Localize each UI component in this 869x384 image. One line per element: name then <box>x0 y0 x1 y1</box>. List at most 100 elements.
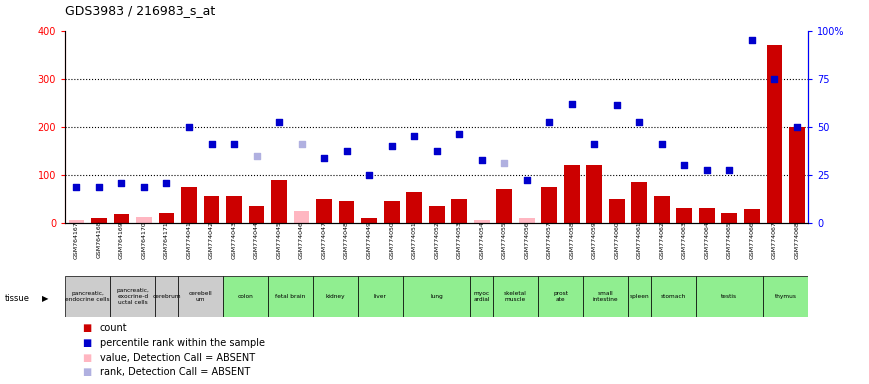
Text: GSM774067: GSM774067 <box>772 221 777 259</box>
Point <box>204 141 218 147</box>
Bar <box>493 276 538 317</box>
Bar <box>541 187 557 223</box>
Text: GSM774068: GSM774068 <box>794 221 799 258</box>
Text: small
intestine: small intestine <box>593 291 619 302</box>
Point <box>610 102 624 108</box>
Text: pancreatic,
exocrine-d
uctal cells: pancreatic, exocrine-d uctal cells <box>116 288 149 305</box>
Point <box>92 184 106 190</box>
Bar <box>654 196 670 223</box>
Text: testis: testis <box>721 294 738 299</box>
Text: spleen: spleen <box>629 294 649 299</box>
Bar <box>763 276 808 317</box>
Text: GSM774045: GSM774045 <box>276 221 282 259</box>
Point <box>249 152 263 159</box>
Bar <box>203 196 219 223</box>
Point <box>137 184 151 190</box>
Text: GSM764167: GSM764167 <box>74 221 79 258</box>
Text: pancreatic,
endocrine cells: pancreatic, endocrine cells <box>65 291 110 302</box>
Text: kidney: kidney <box>326 294 345 299</box>
Text: GSM774050: GSM774050 <box>389 221 395 258</box>
Point <box>317 155 331 161</box>
Text: GSM764171: GSM764171 <box>164 221 169 258</box>
Point <box>745 37 759 43</box>
Bar <box>156 276 178 317</box>
Bar <box>632 182 647 223</box>
Text: cerebrum: cerebrum <box>152 294 181 299</box>
Text: count: count <box>100 323 128 333</box>
Text: ▶: ▶ <box>42 294 48 303</box>
Text: GSM774049: GSM774049 <box>367 221 372 259</box>
Text: rank, Detection Call = ABSENT: rank, Detection Call = ABSENT <box>100 367 250 377</box>
Point <box>655 141 669 147</box>
Bar <box>609 199 625 223</box>
Text: GSM774052: GSM774052 <box>434 221 439 259</box>
Bar <box>249 206 264 223</box>
Text: GSM774053: GSM774053 <box>457 221 461 259</box>
Text: GSM774055: GSM774055 <box>501 221 507 258</box>
Bar <box>91 218 107 223</box>
Bar <box>271 180 287 223</box>
Bar <box>628 276 651 317</box>
Point <box>385 143 399 149</box>
Text: ■: ■ <box>83 338 92 348</box>
Point <box>633 119 647 125</box>
Text: GSM774059: GSM774059 <box>592 221 597 259</box>
Text: GSM774047: GSM774047 <box>322 221 327 259</box>
Point <box>115 180 129 187</box>
Text: cerebell
um: cerebell um <box>189 291 212 302</box>
Point <box>430 148 444 154</box>
Point <box>160 180 174 187</box>
Point <box>70 184 83 190</box>
Point <box>790 124 804 130</box>
Bar <box>789 127 805 223</box>
Text: GSM774042: GSM774042 <box>209 221 214 259</box>
Text: thymus: thymus <box>774 294 797 299</box>
Point <box>474 157 488 164</box>
Text: lung: lung <box>430 294 443 299</box>
Text: GSM774060: GSM774060 <box>614 221 620 258</box>
Text: GSM774051: GSM774051 <box>412 221 416 258</box>
Bar <box>114 214 129 223</box>
Text: skeletal
muscle: skeletal muscle <box>504 291 527 302</box>
Text: GSM774046: GSM774046 <box>299 221 304 259</box>
Text: GSM774062: GSM774062 <box>660 221 664 259</box>
Bar <box>65 276 110 317</box>
Bar <box>362 218 377 223</box>
Bar <box>69 220 84 223</box>
Bar <box>136 217 152 223</box>
Bar <box>564 165 580 223</box>
Bar <box>339 201 355 223</box>
Point <box>587 141 601 147</box>
Point <box>700 167 713 173</box>
Point <box>408 133 421 139</box>
Bar <box>699 208 714 223</box>
Bar <box>384 201 400 223</box>
Bar <box>695 276 763 317</box>
Bar <box>316 199 332 223</box>
Point <box>722 167 736 173</box>
Bar <box>268 276 313 317</box>
Bar <box>766 45 782 223</box>
Point <box>678 162 692 168</box>
Bar <box>178 276 222 317</box>
Bar <box>744 209 760 223</box>
Text: GSM774064: GSM774064 <box>705 221 709 259</box>
Bar <box>496 189 512 223</box>
Point <box>182 124 196 130</box>
Bar <box>676 208 693 223</box>
Text: GDS3983 / 216983_s_at: GDS3983 / 216983_s_at <box>65 4 216 17</box>
Bar <box>721 213 737 223</box>
Text: GSM764168: GSM764168 <box>96 221 102 258</box>
Bar <box>519 218 534 223</box>
Bar <box>428 206 445 223</box>
Bar <box>651 276 695 317</box>
Text: GSM774058: GSM774058 <box>569 221 574 258</box>
Text: GSM774056: GSM774056 <box>524 221 529 258</box>
Text: ■: ■ <box>83 323 92 333</box>
Bar <box>159 213 175 223</box>
Text: GSM774041: GSM774041 <box>187 221 191 259</box>
Text: GSM774066: GSM774066 <box>749 221 754 258</box>
Point <box>452 131 466 137</box>
Point <box>520 177 534 183</box>
Text: GSM774061: GSM774061 <box>637 221 642 258</box>
